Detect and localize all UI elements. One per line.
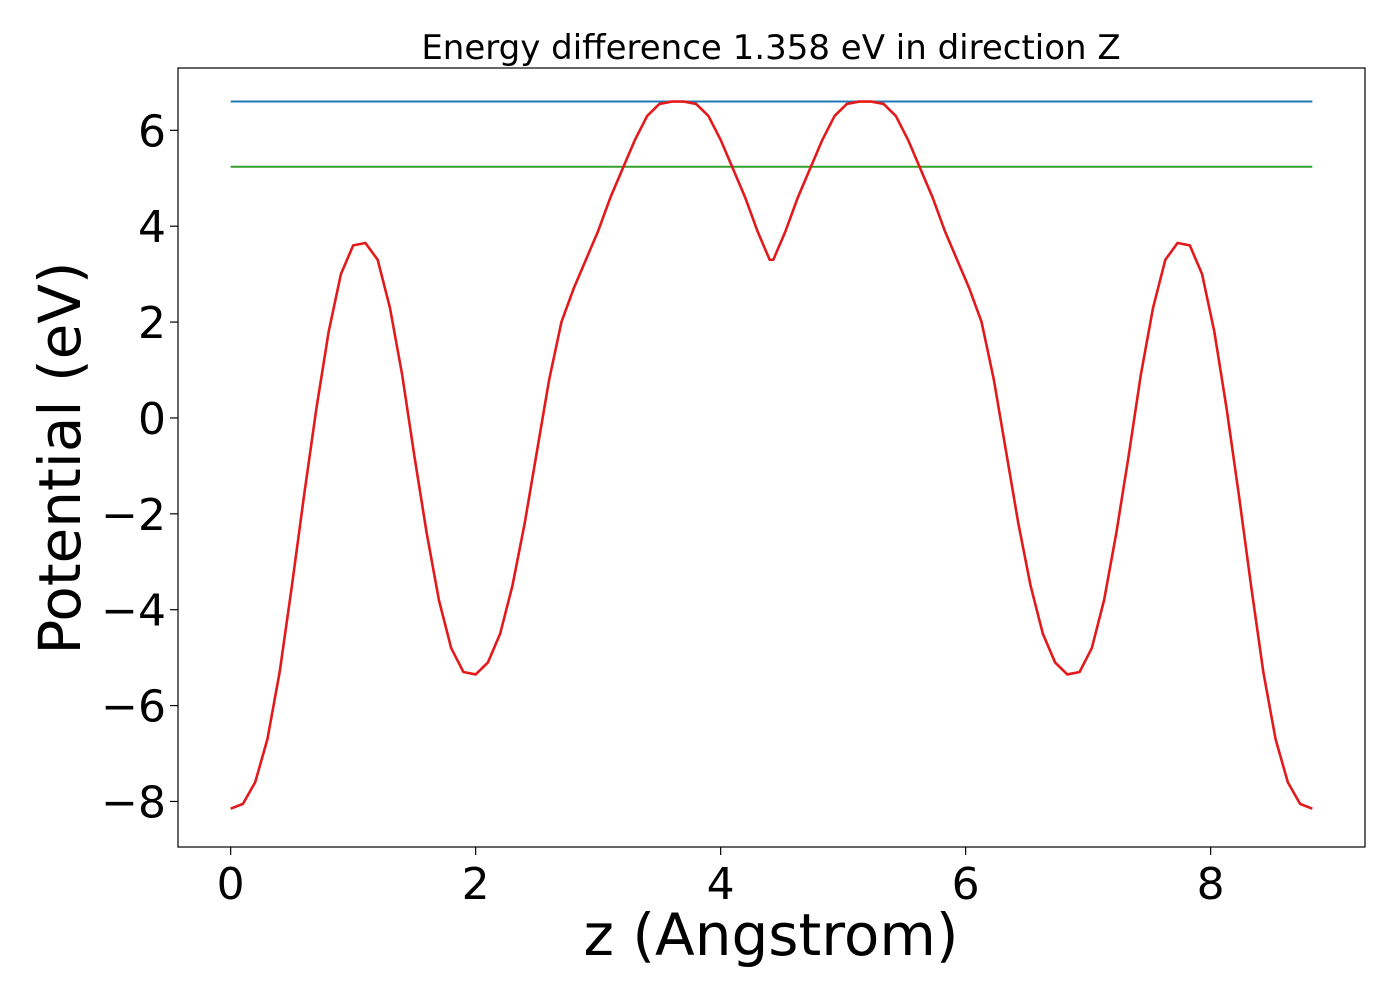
x-axis-label: z (Angstrom) — [584, 901, 959, 969]
y-axis-label: Potential (eV) — [26, 261, 94, 654]
y-tick-label: −6 — [101, 682, 166, 733]
y-tick-label: 0 — [138, 394, 166, 445]
series-line-potential — [230, 100, 1313, 810]
x-tick-label: 6 — [952, 859, 980, 910]
x-tick-label: 0 — [217, 859, 245, 910]
chart-title: Energy difference 1.358 eV in direction … — [421, 28, 1120, 68]
plot-area — [230, 100, 1313, 810]
axes-frame — [177, 67, 1366, 848]
y-tick-label: 2 — [138, 298, 166, 349]
x-axis-ticks: 0 2 4 6 8 — [217, 847, 1225, 910]
y-axis-ticks: −8 −6 −4 −2 0 2 4 6 — [101, 106, 178, 828]
y-tick-label: 6 — [138, 106, 166, 157]
x-tick-label: 2 — [462, 859, 490, 910]
y-tick-label: −8 — [101, 777, 166, 828]
y-tick-label: −2 — [101, 490, 166, 541]
y-tick-label: 4 — [138, 202, 166, 253]
x-tick-label: 4 — [707, 859, 735, 910]
x-tick-label: 8 — [1197, 859, 1225, 910]
y-tick-label: −4 — [101, 586, 166, 637]
